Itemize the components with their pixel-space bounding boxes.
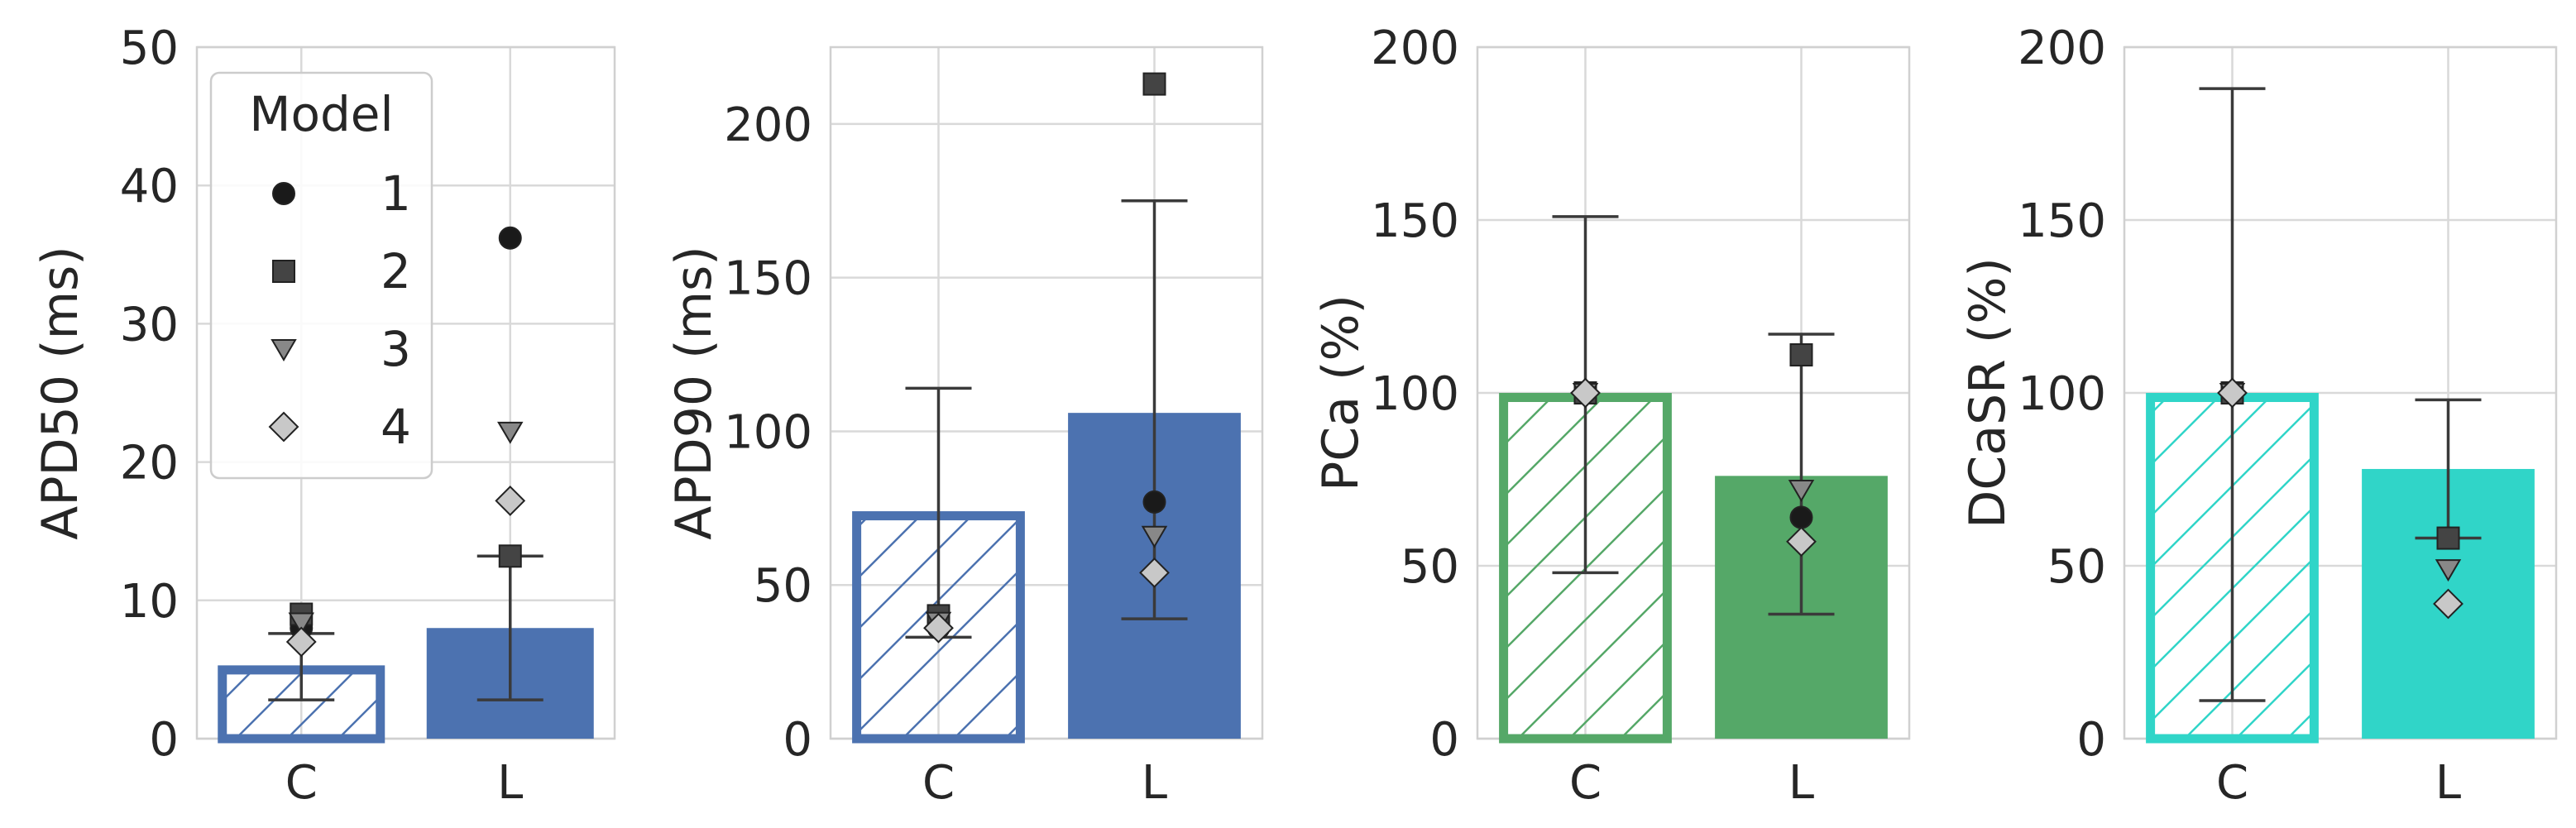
- legend-label-1: 1: [381, 165, 411, 222]
- chart-1-ytick-label: 30: [120, 298, 179, 352]
- chart-1-point-L-model-3: [497, 421, 524, 444]
- chart-2-ylabel: APD90 (ms): [665, 246, 723, 539]
- chart-4-ylabel: DCaSR (%): [1959, 257, 2017, 529]
- chart-2-point-L-model-2: [1142, 72, 1166, 96]
- chart-3-point-C-model-4: [1570, 377, 1601, 409]
- legend-marker-4: [268, 411, 299, 443]
- chart-1: 0 10 20 30 40 50 C L APD50 (ms) Model 1 2 3 4: [31, 22, 616, 810]
- chart-1-ytick-label: 10: [120, 575, 179, 629]
- chart-1-point-L-model-1: [498, 226, 522, 250]
- chart-4-point-L-model-2: [2436, 526, 2460, 550]
- chart-2-ytick-label: 150: [724, 252, 812, 306]
- chart-3-frame: [1476, 45, 1911, 740]
- chart-4-xtick-label: L: [2435, 756, 2461, 810]
- chart-3: 0 50 100 150 200 C L PCa (%): [1312, 22, 1911, 810]
- chart-3-ylabel: PCa (%): [1312, 294, 1370, 491]
- chart-3-ytick-label: 100: [1371, 367, 1459, 421]
- chart-4-point-L-model-3: [2435, 559, 2462, 582]
- chart-3-ytick-label: 150: [1371, 194, 1459, 248]
- chart-4: 0 50 100 150 200 C L DCaSR (%): [1959, 22, 2558, 810]
- chart-4-ytick-label: 0: [2076, 713, 2106, 767]
- chart-4-ytick-label: 100: [2018, 367, 2106, 421]
- chart-2-ytick-label: 100: [724, 405, 812, 459]
- chart-1-point-L-model-2: [498, 544, 522, 568]
- chart-2-ytick-label: 200: [724, 98, 812, 152]
- chart-1-point-L-model-4: [495, 486, 526, 516]
- chart-4-ytick-label: 150: [2018, 194, 2106, 248]
- chart-3-ytick-label: 50: [1401, 540, 1459, 594]
- legend-box: [209, 71, 433, 480]
- chart-4-frame: [2123, 45, 2558, 740]
- chart-1-frame: [195, 45, 616, 740]
- legend-marker-3: [271, 339, 297, 361]
- chart-3-point-L-model-3: [1788, 480, 1815, 503]
- chart-1-ytick-label: 20: [120, 437, 179, 491]
- chart-4-ytick-label: 200: [2018, 22, 2106, 75]
- chart-2-ytick-label: 50: [754, 559, 812, 613]
- legend-label-2: 2: [381, 243, 411, 299]
- chart-4-point-C-model-4: [2217, 377, 2248, 409]
- chart-4-ytick-label: 50: [2047, 540, 2106, 594]
- legend: Model 1 2 3 4: [209, 71, 433, 480]
- chart-3-ytick-label: 0: [1429, 713, 1459, 767]
- chart-1-ylabel: APD50 (ms): [31, 246, 89, 539]
- chart-3-point-L-model-4: [1786, 526, 1817, 558]
- chart-4-point-L-model-4: [2433, 588, 2463, 620]
- chart-3-xtick-label: L: [1788, 756, 1814, 810]
- chart-2-xtick-label: C: [922, 756, 955, 810]
- chart-2-point-L-model-4: [1139, 557, 1170, 588]
- chart-1-point-C-model-3: [288, 612, 314, 635]
- legend-marker-1: [272, 182, 295, 205]
- chart-3-point-L-model-1: [1789, 505, 1813, 529]
- chart-2: 0 50 100 150 200 C L APD90 (ms): [665, 45, 1264, 810]
- chart-2-ytick-label: 0: [783, 713, 812, 767]
- chart-1-xtick-label: C: [285, 756, 318, 810]
- legend-label-4: 4: [381, 399, 411, 455]
- chart-2-frame: [829, 45, 1264, 740]
- chart-1-ytick-label: 40: [120, 160, 179, 213]
- legend-label-3: 3: [381, 321, 411, 377]
- chart-2-point-L-model-1: [1142, 490, 1166, 514]
- chart-1-ytick-label: 0: [149, 713, 179, 767]
- chart-2-point-C-model-4: [923, 612, 954, 644]
- chart-2-point-L-model-3: [1141, 525, 1168, 548]
- chart-1-ytick-label: 50: [120, 22, 179, 75]
- legend-marker-2: [272, 260, 295, 283]
- chart-1-point-C-model-4: [285, 626, 317, 658]
- legend-title: Model: [249, 86, 393, 142]
- chart-3-ytick-label: 200: [1371, 22, 1459, 75]
- chart-2-xtick-label: L: [1142, 756, 1167, 810]
- chart-1-xtick-label: L: [497, 756, 523, 810]
- chart-3-point-L-model-2: [1789, 343, 1813, 367]
- chart-3-xtick-label: C: [1569, 756, 1602, 810]
- chart-4-xtick-label: C: [2216, 756, 2248, 810]
